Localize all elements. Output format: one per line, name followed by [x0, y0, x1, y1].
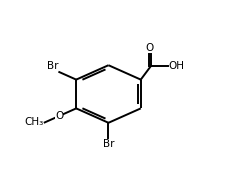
Text: CH₃: CH₃	[25, 117, 44, 127]
Text: OH: OH	[169, 61, 185, 71]
Text: Br: Br	[103, 138, 114, 149]
Text: O: O	[55, 111, 63, 121]
Text: O: O	[146, 43, 154, 53]
Text: Br: Br	[47, 61, 58, 71]
